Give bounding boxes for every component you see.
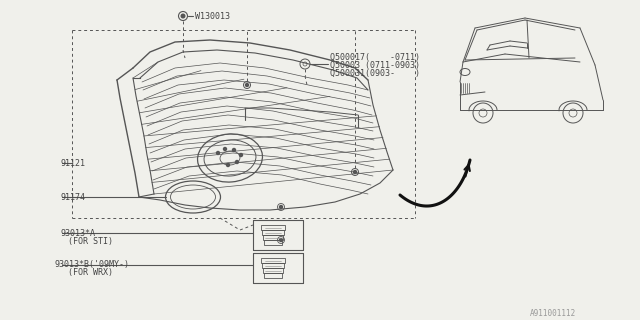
Circle shape xyxy=(353,171,356,173)
Text: (FOR STI): (FOR STI) xyxy=(68,236,113,245)
Circle shape xyxy=(232,148,236,151)
Circle shape xyxy=(216,151,220,155)
Text: 91121: 91121 xyxy=(60,158,85,167)
Circle shape xyxy=(236,161,239,164)
Text: 93013*B('09MY-): 93013*B('09MY-) xyxy=(54,260,129,269)
Circle shape xyxy=(280,205,282,209)
Circle shape xyxy=(223,148,227,150)
Text: (FOR WRX): (FOR WRX) xyxy=(68,268,113,277)
Text: W130013: W130013 xyxy=(195,12,230,20)
Circle shape xyxy=(227,164,230,166)
Circle shape xyxy=(239,154,243,156)
Text: 93013*A: 93013*A xyxy=(60,228,95,237)
Circle shape xyxy=(280,238,282,242)
Text: Q500017(    -0711): Q500017( -0711) xyxy=(330,52,420,61)
Text: Q50003 (0711-0903): Q50003 (0711-0903) xyxy=(330,60,420,69)
Text: A911001112: A911001112 xyxy=(530,308,576,317)
Text: Q500031(0903-    ): Q500031(0903- ) xyxy=(330,68,420,77)
Circle shape xyxy=(181,14,185,18)
Circle shape xyxy=(246,84,248,86)
Text: 91174: 91174 xyxy=(60,193,85,202)
